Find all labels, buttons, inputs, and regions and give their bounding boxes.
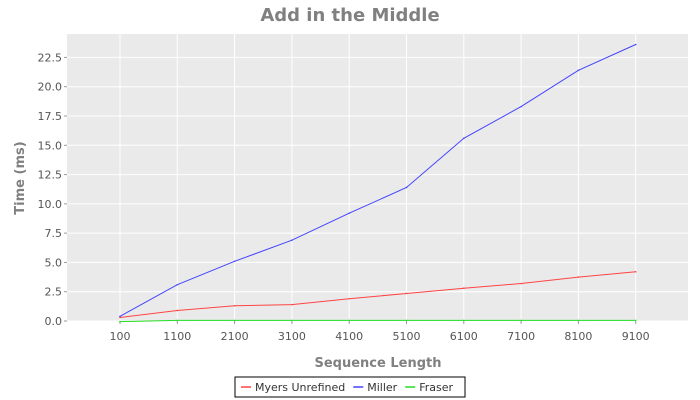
- x-tick-label: 5100: [393, 330, 421, 343]
- data-point-fraser: [405, 319, 408, 322]
- data-point-fraser: [119, 320, 121, 323]
- x-tick-label: 3100: [278, 330, 306, 343]
- data-point-miller: [520, 105, 522, 108]
- x-axis-label: Sequence Length: [315, 356, 442, 371]
- x-tick-label: 6100: [450, 330, 478, 343]
- chart-title: Add in the Middle: [260, 5, 439, 26]
- series-line-myers-unrefined: [119, 271, 636, 318]
- y-axis-label: Time (ms): [13, 141, 28, 214]
- x-tick-label: 1100: [163, 330, 191, 343]
- data-point-fraser: [520, 319, 522, 322]
- legend-label-miller: Miller: [367, 381, 397, 394]
- legend-label-myers-unrefined: Myers Unrefined: [255, 381, 345, 394]
- legend-box: [234, 376, 466, 398]
- data-point-myers-unrefined: [233, 304, 236, 307]
- data-point-myers-unrefined: [291, 303, 293, 306]
- y-tick-label: 15.0: [38, 139, 63, 152]
- data-point-miller: [176, 283, 179, 286]
- data-point-fraser: [233, 319, 236, 322]
- data-point-myers-unrefined: [520, 282, 522, 285]
- data-point-fraser: [348, 319, 351, 322]
- data-point-fraser: [577, 319, 580, 322]
- y-tick-label: 5.0: [45, 256, 63, 269]
- y-tick-label: 2.5: [45, 286, 63, 299]
- y-tick-label: 0.0: [45, 315, 63, 328]
- data-point-miller: [348, 212, 351, 215]
- x-tick-label: 100: [110, 330, 131, 343]
- data-point-fraser: [634, 319, 637, 322]
- data-point-myers-unrefined: [463, 287, 465, 290]
- data-point-miller: [405, 186, 408, 189]
- data-point-myers-unrefined: [634, 271, 637, 273]
- data-point-fraser: [176, 319, 179, 322]
- y-tick-label: 10.0: [38, 198, 63, 211]
- data-point-miller: [634, 43, 637, 46]
- x-axis-ticks: 100 1100 2100 3100 4100 5100 6100 7100 8100 9100: [110, 321, 650, 343]
- y-tick-label: 7.5: [45, 227, 63, 240]
- y-axis-ticks: 0.0 2.5 5.0 7.5 10.0 12.5 15.0 17.5 20.0 22.5: [38, 51, 67, 328]
- data-point-miller: [291, 239, 293, 241]
- data-point-myers-unrefined: [176, 309, 179, 312]
- y-tick-label: 22.5: [38, 51, 63, 64]
- data-point-myers-unrefined: [119, 316, 121, 319]
- legend-label-fraser: Fraser: [419, 381, 453, 394]
- y-tick-label: 17.5: [38, 110, 63, 123]
- x-tick-label: 2100: [221, 330, 249, 343]
- x-tick-label: 4100: [335, 330, 363, 343]
- data-point-miller: [463, 137, 465, 140]
- data-point-miller: [119, 315, 121, 318]
- y-tick-label: 12.5: [38, 169, 63, 182]
- gridlines: [67, 34, 688, 322]
- data-point-fraser: [463, 319, 465, 322]
- plot-area: [67, 34, 688, 321]
- x-tick-label: 9100: [622, 330, 650, 343]
- legend: Myers Unrefined Miller Fraser: [234, 376, 466, 398]
- series-line-miller: [119, 44, 636, 317]
- data-point-miller: [577, 69, 580, 72]
- data-point-myers-unrefined: [405, 292, 408, 295]
- series-lines: [119, 43, 637, 323]
- data-point-myers-unrefined: [348, 297, 351, 300]
- x-tick-label: 7100: [507, 330, 535, 343]
- data-point-fraser: [291, 319, 293, 322]
- data-point-myers-unrefined: [577, 276, 580, 278]
- series-line-fraser: [119, 319, 636, 323]
- data-point-miller: [233, 260, 236, 263]
- x-tick-label: 8100: [564, 330, 592, 343]
- y-tick-label: 20.0: [38, 81, 63, 94]
